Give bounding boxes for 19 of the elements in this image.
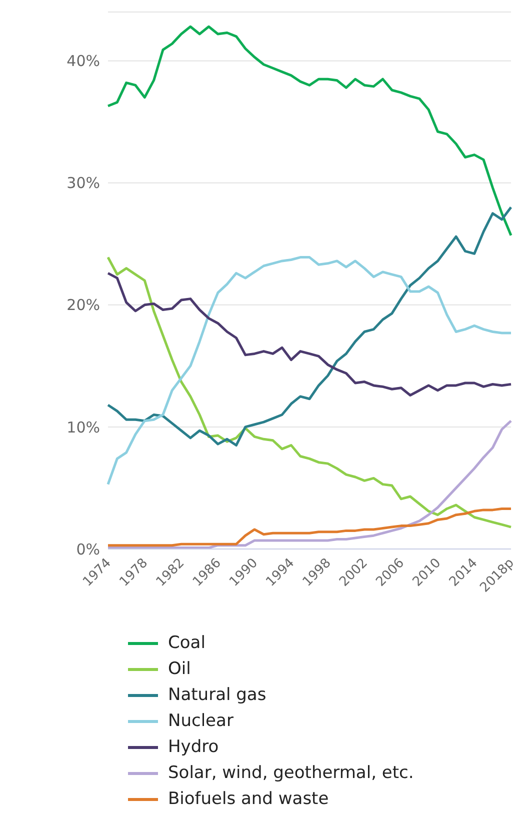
legend-label: Hydro — [168, 737, 219, 757]
legend-label: Solar, wind, geothermal, etc. — [168, 763, 414, 783]
legend-label: Nuclear — [168, 711, 234, 731]
y-tick-label: 0% — [76, 540, 100, 558]
legend-label: Natural gas — [168, 685, 266, 705]
line-series — [106, 206, 512, 447]
line-series — [106, 272, 512, 396]
legend-label: Biofuels and waste — [168, 789, 329, 809]
legend-label: Oil — [168, 659, 191, 679]
y-tick-label: 10% — [66, 418, 100, 436]
y-tick-label: 20% — [66, 296, 100, 314]
line-series — [106, 256, 512, 528]
y-tick-label: 30% — [66, 174, 100, 192]
y-tick-label: 40% — [66, 52, 100, 70]
line-series — [106, 256, 512, 486]
line-series — [106, 25, 512, 237]
line-series — [106, 507, 512, 547]
line-series — [106, 420, 512, 549]
legend-label: Coal — [168, 633, 206, 653]
